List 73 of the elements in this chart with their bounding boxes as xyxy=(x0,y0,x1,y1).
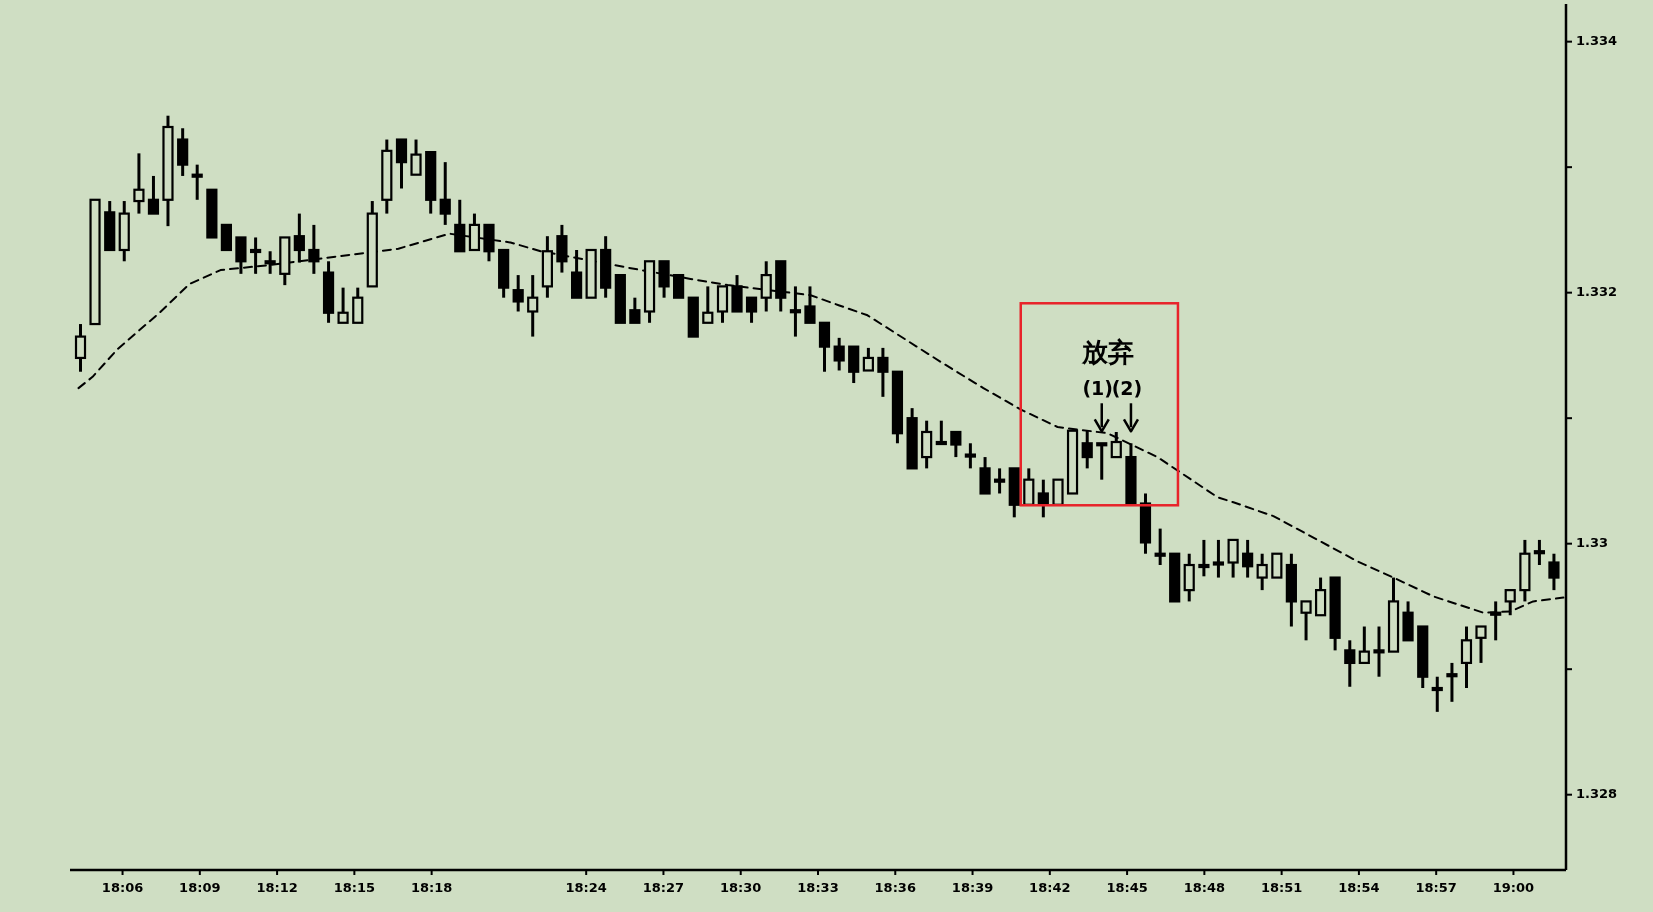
x-tick-label: 19:00 xyxy=(1492,880,1535,895)
candlestick xyxy=(1052,478,1064,506)
candlestick xyxy=(425,151,437,214)
x-tick-label: 18:09 xyxy=(179,880,221,895)
candlestick xyxy=(1227,538,1239,578)
candlestick xyxy=(1096,442,1108,480)
candlestick xyxy=(614,274,626,324)
candlestick xyxy=(250,237,262,274)
candlestick xyxy=(1402,601,1414,642)
candlestick xyxy=(702,286,714,324)
y-tick-label: 1.334 xyxy=(1576,33,1618,49)
candlestick xyxy=(498,248,510,298)
x-tick-label: 18:12 xyxy=(256,880,298,895)
x-tick-label: 18:48 xyxy=(1183,880,1226,895)
candlestick xyxy=(600,236,612,298)
candlestick xyxy=(395,138,408,189)
candlestick xyxy=(1066,429,1079,495)
annotation: 放弃 xyxy=(1081,337,1135,368)
candlestick xyxy=(673,274,685,299)
y-tick-label: 1.328 xyxy=(1576,786,1618,802)
x-tick-label: 18:45 xyxy=(1106,880,1148,895)
candlestick xyxy=(191,164,203,200)
candlestick xyxy=(1358,626,1370,665)
candlestick xyxy=(1344,640,1356,687)
x-tick-label: 18:18 xyxy=(410,880,453,895)
candlestick xyxy=(877,346,889,397)
candlestick xyxy=(658,260,670,298)
candlestick xyxy=(1125,443,1137,506)
candlestick xyxy=(935,420,947,446)
candlestick xyxy=(1023,468,1035,506)
candlestick xyxy=(410,139,422,176)
candlestick xyxy=(352,287,364,324)
candlestick xyxy=(220,223,232,252)
candlestick xyxy=(1300,600,1312,641)
candlestick xyxy=(862,346,874,372)
candlestick xyxy=(235,236,247,274)
x-tick-label: 18:27 xyxy=(642,880,685,895)
candlestick xyxy=(1271,552,1283,579)
candlestick xyxy=(789,286,802,337)
candlestick xyxy=(1242,538,1254,578)
candlestick xyxy=(133,153,145,214)
candlestick xyxy=(1373,626,1385,677)
candlestick xyxy=(891,370,904,444)
x-tick-label: 18:33 xyxy=(797,880,839,895)
y-tick-label: 1.332 xyxy=(1576,284,1618,300)
candlestick xyxy=(818,321,831,372)
annotation: (1) xyxy=(1082,377,1114,400)
candlestick xyxy=(585,248,597,299)
candlestick xyxy=(1169,552,1181,603)
candlestick xyxy=(1110,431,1122,459)
x-tick-label: 18:06 xyxy=(101,880,144,895)
x-tick-label: 18:54 xyxy=(1338,880,1380,895)
candlestick xyxy=(1475,625,1487,663)
candlestick xyxy=(906,408,918,470)
candlestick xyxy=(206,188,218,239)
x-tick-label: 18:39 xyxy=(951,880,994,895)
candlestick xyxy=(571,249,583,299)
x-tick-label: 18:51 xyxy=(1260,880,1303,895)
candlestick xyxy=(804,286,816,324)
x-tick-label: 18:15 xyxy=(333,880,376,895)
x-tick-label: 18:36 xyxy=(874,880,916,895)
candlestick xyxy=(147,174,160,215)
x-tick-label: 18:42 xyxy=(1029,880,1071,895)
x-tick-label: 18:57 xyxy=(1415,880,1457,895)
annotation: (2) xyxy=(1111,377,1143,400)
x-tick-label: 18:30 xyxy=(720,880,762,895)
candlestick xyxy=(687,296,699,338)
candlestick xyxy=(337,287,349,324)
candlestick xyxy=(89,198,101,326)
y-tick-label: 1.33 xyxy=(1576,535,1609,551)
candlestick xyxy=(527,275,539,337)
candlestick xyxy=(541,236,553,298)
x-tick-label: 18:24 xyxy=(565,880,607,895)
